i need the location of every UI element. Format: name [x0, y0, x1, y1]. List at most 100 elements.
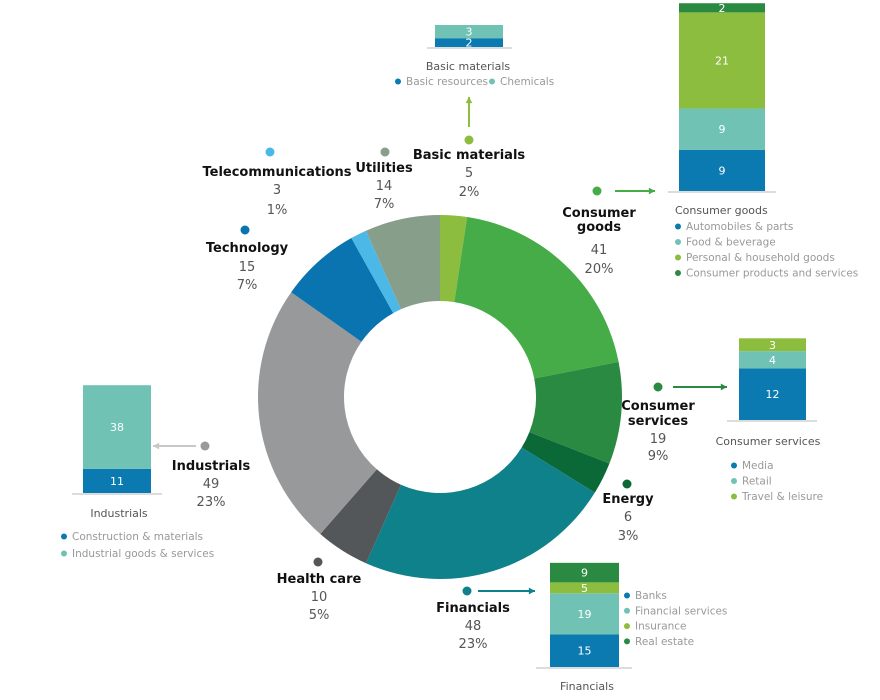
legend-dot-media [731, 462, 737, 469]
slice-percent-consumer-services: 9% [648, 449, 669, 464]
donut-slice-energy [521, 432, 610, 493]
bar-segment-value: 11 [110, 475, 124, 488]
legend-dot-consumer-products-and-services [675, 270, 681, 276]
slice-value-telecommunications: 3 [273, 183, 281, 198]
slice-label-energy: Energy [602, 492, 654, 507]
slice-label-utilities: Utilities [355, 161, 413, 176]
stacked-bar-consumer-services: 12 4 3 Consumer services Media Retail Travel &… [716, 338, 823, 503]
bar-segment-basic-resources [435, 38, 503, 47]
bar-segment-value: 21 [715, 54, 729, 67]
slice-value-utilities: 14 [376, 179, 393, 194]
donut-slice-consumer-services [529, 361, 623, 464]
legend-dot-banks [624, 592, 630, 599]
bar-segment-banks [550, 634, 619, 667]
legend-label-insurance: Insurance [635, 621, 687, 633]
slice-value-industrials: 49 [203, 477, 220, 492]
slice-value-energy: 6 [624, 510, 632, 525]
legend-dot-automobiles-and-parts [675, 223, 681, 230]
legend-label-retail: Retail [742, 476, 772, 488]
legend-label-personal-and-household-goods: Personal & household goods [686, 252, 835, 264]
label-dot-financials [462, 586, 472, 596]
bar-segment-value: 38 [110, 421, 124, 434]
slice-value-financials: 48 [465, 619, 482, 634]
legend-label-travel-and-leisure: Travel & leisure [741, 491, 823, 503]
legend-dot-food-and-beverage [675, 239, 681, 245]
donut-slice-health-care [320, 469, 401, 564]
bar-segment-value: 9 [719, 164, 726, 177]
slice-label-industrials: Industrials [172, 459, 251, 474]
slice-label-telecommunications: Telecommunications [203, 165, 352, 180]
legend-label-financial-services: Financial services [635, 605, 727, 617]
slice-percent-utilities: 7% [374, 197, 395, 212]
donut-slice-technology [291, 238, 394, 342]
bar-title: Industrials [90, 507, 148, 520]
slice-percent-industrials: 23% [197, 495, 226, 510]
slice-percent-energy: 3% [618, 529, 639, 544]
label-dot-technology [240, 225, 250, 235]
stacked-bar-industrials: 11 38 Industrials Construction & materials I… [61, 385, 214, 560]
slice-label-consumer-services-line: services [628, 414, 688, 429]
bar-segment-value: 2 [719, 2, 726, 15]
bar-segment-value: 4 [769, 354, 776, 367]
bar-segment-travel-and-leisure [739, 338, 806, 352]
label-dot-telecommunications [265, 147, 275, 157]
legend-dot-industrial-goods-and-services [61, 550, 67, 557]
bar-title: Basic materials [426, 60, 511, 73]
label-dot-energy [622, 479, 632, 489]
legend-label-banks: Banks [635, 590, 667, 602]
bar-segment-value: 9 [719, 123, 726, 136]
donut-slice-basic-materials [440, 215, 468, 303]
bar-segment-chemicals [435, 25, 503, 39]
arrow-consumer-services [673, 383, 727, 391]
bar-segment-industrial-goods-and-services [83, 385, 151, 469]
bar-title: Consumer goods [675, 204, 768, 217]
label-dot-consumer-goods [592, 186, 602, 196]
slice-percent-basic-materials: 2% [459, 185, 480, 200]
legend-label-media: Media [742, 460, 774, 472]
slice-label-health-care: Health care [277, 572, 362, 587]
bar-segment-value: 5 [581, 582, 588, 595]
bar-segment-financial-services [550, 593, 619, 635]
bar-segment-media [739, 368, 806, 420]
legend-dot-travel-and-leisure [731, 493, 737, 500]
bar-segment-food-and-beverage [679, 108, 765, 150]
legend-label-real-estate: Real estate [635, 636, 694, 648]
slice-percent-technology: 7% [237, 278, 258, 293]
bar-segment-value: 3 [769, 339, 776, 352]
legend-dot-real-estate [624, 638, 630, 645]
slice-label-technology: Technology [206, 241, 289, 256]
stacked-bar-basic-materials: 23 Basic materials Basic resources Chemical… [395, 25, 554, 88]
legend-dot-chemicals [489, 78, 495, 85]
donut-slice-consumer-goods [454, 217, 619, 379]
legend-dot-construction-and-materials [61, 533, 67, 540]
bar-title: Financials [560, 680, 614, 693]
slice-percent-telecommunications: 1% [267, 203, 288, 218]
donut-slice-industrials [258, 292, 377, 535]
slice-value-consumer-goods: 41 [591, 243, 608, 258]
stacked-bar-consumer-goods: 9 9 21 2 Consumer goods Automobiles & parts Fo… [668, 2, 858, 280]
slice-value-technology: 15 [239, 260, 256, 275]
legend-label-construction-and-materials: Construction & materials [72, 531, 203, 543]
slice-label-financials: Financials [436, 601, 510, 616]
legend-dot-financial-services [624, 607, 630, 614]
slice-label-basic-materials: Basic materials [413, 148, 526, 163]
slice-percent-health-care: 5% [309, 608, 330, 623]
bar-segment-consumer-products-and-services [679, 3, 765, 13]
legend-dot-retail [731, 478, 737, 484]
slice-percent-financials: 23% [459, 637, 488, 652]
legend-dot-basic-resources [395, 78, 401, 85]
label-dot-utilities [380, 147, 390, 157]
bar-segment-construction-and-materials [83, 468, 151, 493]
label-dot-health-care [313, 557, 323, 567]
bar-segment-value: 15 [578, 645, 592, 658]
arrow-basic-materials [465, 97, 473, 127]
legend-label-consumer-products-and-services: Consumer products and services [686, 268, 858, 280]
arrow-industrials [153, 442, 196, 450]
label-dot-consumer-services [653, 382, 663, 392]
legend-label-automobiles-and-parts: Automobiles & parts [686, 221, 793, 233]
bar-segment-retail [739, 351, 806, 369]
bar-segment-value: 2 [466, 37, 473, 50]
slice-label-consumer-services-line: Consumer [621, 399, 695, 414]
slice-percent-consumer-goods: 20% [585, 262, 614, 277]
